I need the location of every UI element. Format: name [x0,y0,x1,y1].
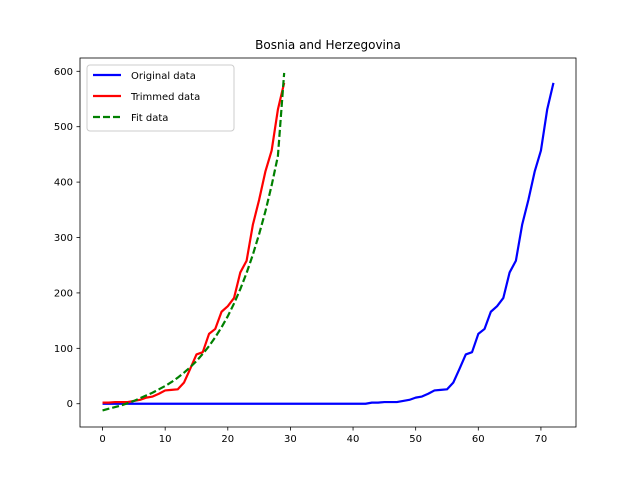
y-tick-label: 500 [54,122,73,133]
plot-area [102,72,555,412]
x-tick-label: 70 [535,434,548,445]
y-tick-label: 600 [54,67,73,78]
legend: Original data Trimmed data Fit data [86,64,235,132]
x-tick-label: 40 [347,434,360,445]
x-tick-label: 10 [159,434,172,445]
series-line-fit-data [102,72,286,412]
legend-label: Trimmed data [130,92,200,103]
y-tick-label: 200 [54,288,73,299]
y-tick-label: 400 [54,178,73,189]
plot-frame [79,57,577,428]
x-axis: 0 10 20 30 40 50 60 70 [99,427,547,445]
y-tick-label: 0 [67,399,73,410]
x-tick-label: 20 [221,434,234,445]
legend-label: Fit data [131,113,168,124]
x-tick-label: 60 [472,434,485,445]
chart-title: Bosnia and Herzegovina [255,38,401,52]
series-line-original-data [102,82,555,405]
y-tick-label: 100 [54,344,73,355]
legend-label: Original data [131,71,196,82]
x-tick-label: 0 [99,434,105,445]
y-tick-label: 300 [54,233,73,244]
y-axis: 0 100 200 300 400 500 600 [54,67,80,410]
legend-box [86,64,235,132]
x-tick-label: 30 [284,434,297,445]
x-tick-label: 50 [409,434,422,445]
